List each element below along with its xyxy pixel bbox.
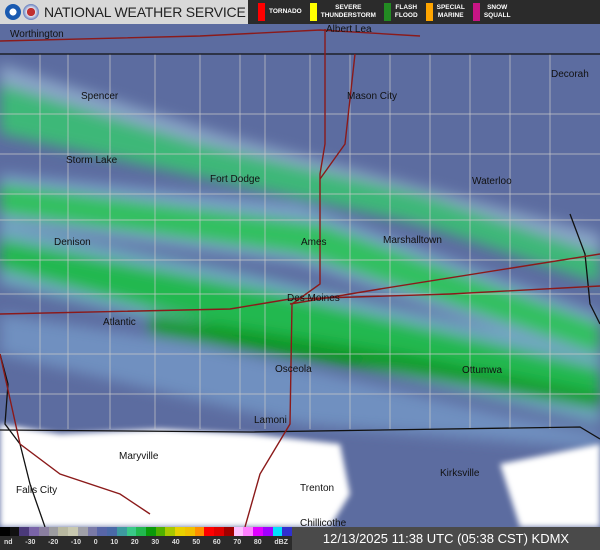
scale-swatch xyxy=(223,527,234,536)
warning-legend-item: SNOW SQUALL xyxy=(472,3,511,21)
scale-tick: -10 xyxy=(70,539,82,546)
scale-tick: 40 xyxy=(171,539,180,546)
warning-legend: TORNADO SEVERE THUNDERSTORM FLASH FLOOD SPE… xyxy=(248,0,600,24)
city-label: Denison xyxy=(54,237,91,248)
city-label: Kirksville xyxy=(440,468,480,479)
scale-swatch xyxy=(204,527,215,536)
radar-map[interactable] xyxy=(0,24,600,527)
warning-swatch xyxy=(309,3,317,21)
city-label: Chillicothe xyxy=(300,518,347,529)
scale-swatch xyxy=(29,527,39,536)
scale-swatch xyxy=(165,527,176,536)
warning-swatch xyxy=(258,3,265,21)
scale-tick: 0 xyxy=(93,539,98,546)
warning-label: SPECIAL MARINE xyxy=(436,4,465,19)
city-label: Ames xyxy=(301,237,327,248)
scale-swatch xyxy=(116,527,127,536)
scale-swatch xyxy=(243,527,254,536)
city-label: Storm Lake xyxy=(66,155,118,166)
header: NATIONAL WEATHER SERVICE TORNADO SEVERE T… xyxy=(0,0,600,24)
warning-legend-item: FLASH FLOOD xyxy=(383,3,418,21)
scale-swatch xyxy=(214,527,224,536)
warning-label: SEVERE THUNDERSTORM xyxy=(320,4,376,19)
scale-swatch xyxy=(184,527,195,536)
city-label: Decorah xyxy=(551,69,589,80)
warning-swatch xyxy=(472,3,480,21)
scale-tick: 20 xyxy=(130,539,139,546)
city-label: Worthington xyxy=(10,29,64,40)
scale-swatch xyxy=(282,527,293,536)
city-label: Lamoni xyxy=(254,415,287,426)
scale-swatch xyxy=(68,527,78,536)
scale-swatch xyxy=(253,527,263,536)
city-label: Ottumwa xyxy=(462,365,503,376)
scale-tick: dBZ xyxy=(274,539,288,546)
scale-swatch xyxy=(87,527,98,536)
scale-tick: -20 xyxy=(48,539,59,546)
scale-tick: 30 xyxy=(151,539,160,546)
scale-swatch xyxy=(58,527,69,536)
scale-swatch xyxy=(136,527,147,536)
timestamp: 12/13/2025 11:38 UTC (05:38 CST) KDMX xyxy=(292,527,600,550)
scale-swatch xyxy=(272,527,283,536)
scale-swatch xyxy=(0,527,10,536)
city-label: Atlantic xyxy=(103,317,136,328)
city-label: Maryville xyxy=(119,451,159,462)
city-label: Trenton xyxy=(300,483,335,494)
scale-tick: nd xyxy=(4,539,13,546)
highways xyxy=(0,29,600,527)
scale-tick: 10 xyxy=(110,539,119,546)
scale-swatch xyxy=(19,527,30,536)
warning-swatch xyxy=(425,3,433,21)
city-label: Mason City xyxy=(347,91,398,102)
warning-legend-item: SPECIAL MARINE xyxy=(425,3,465,21)
scale-swatch xyxy=(107,527,117,536)
scale-tick: 60 xyxy=(212,539,221,546)
scale-swatch xyxy=(48,527,59,536)
scale-tick: -30 xyxy=(25,539,36,546)
warning-legend-item: SEVERE THUNDERSTORM xyxy=(309,3,376,21)
city-label: Waterloo xyxy=(472,176,512,187)
scale-swatch xyxy=(233,527,244,536)
warning-label: FLASH FLOOD xyxy=(394,4,418,19)
noaa-logo xyxy=(5,4,21,20)
reflectivity-bands xyxy=(0,64,600,449)
warning-legend-item: TORNADO xyxy=(258,3,302,21)
scale-swatch xyxy=(126,527,137,536)
city-label: Spencer xyxy=(81,91,119,102)
scale-swatch xyxy=(77,527,88,536)
scale-tick: 80 xyxy=(253,539,262,546)
scale-swatch xyxy=(175,527,185,536)
scale-swatch xyxy=(262,527,273,536)
city-label: Osceola xyxy=(275,364,312,375)
reflectivity-scale: nd -30 -20 -10 0 10 20 30 40 50 60 70 80 dBZ xyxy=(0,527,293,550)
scale-tick: 50 xyxy=(192,539,201,546)
scale-swatch xyxy=(97,527,108,536)
scale-swatch xyxy=(38,527,49,536)
scale-swatch xyxy=(9,527,20,536)
city-label: Falls City xyxy=(16,485,58,496)
city-label: Des Moines xyxy=(287,293,340,304)
scale-swatch xyxy=(194,527,205,536)
warning-label: TORNADO xyxy=(269,8,302,15)
city-label: Fort Dodge xyxy=(210,174,261,185)
page-title: NATIONAL WEATHER SERVICE xyxy=(44,4,246,20)
city-label: Marshalltown xyxy=(383,235,442,246)
scale-swatch xyxy=(146,527,156,536)
city-label: Albert Lea xyxy=(326,24,372,35)
scale-tick: 70 xyxy=(233,539,242,546)
state-borders xyxy=(0,53,600,527)
warning-label: SNOW SQUALL xyxy=(483,4,511,19)
warning-swatch xyxy=(383,3,391,21)
scale-swatch xyxy=(155,527,166,536)
nws-logo xyxy=(23,4,39,20)
